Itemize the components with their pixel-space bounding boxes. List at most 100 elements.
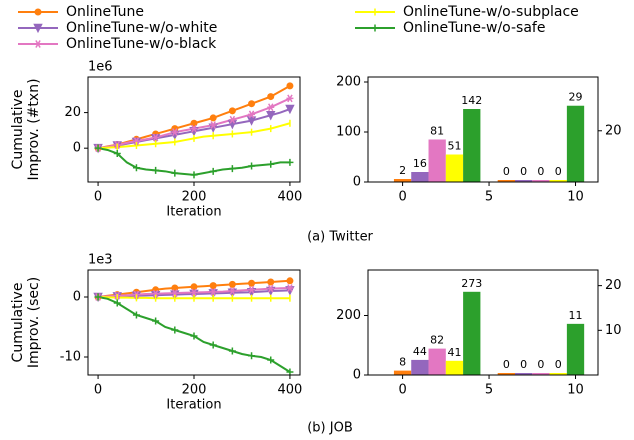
y-tick-label: -10 bbox=[60, 350, 81, 365]
bar-value-label: 0 bbox=[503, 358, 510, 371]
bar bbox=[532, 180, 550, 182]
bar bbox=[411, 359, 429, 375]
y2-tick-label: 10 bbox=[605, 323, 622, 338]
legend-label: OnlineTune-w/o-white bbox=[66, 20, 217, 36]
bar-value-label: 0 bbox=[520, 165, 527, 178]
bar bbox=[514, 373, 533, 375]
marker bbox=[248, 162, 256, 170]
marker bbox=[266, 111, 276, 121]
bar bbox=[566, 323, 585, 375]
bar-value-label: 0 bbox=[520, 358, 527, 371]
marker bbox=[152, 166, 160, 174]
legend-label: OnlineTune bbox=[66, 4, 144, 20]
marker bbox=[248, 110, 256, 119]
x-tick-label: 400 bbox=[278, 383, 303, 398]
bar bbox=[463, 291, 481, 375]
bar bbox=[497, 180, 515, 182]
y-tick-label: 20 bbox=[64, 105, 81, 120]
bar-value-label: 142 bbox=[461, 94, 482, 107]
bar bbox=[393, 370, 412, 375]
x-axis-label: Iteration bbox=[166, 205, 221, 220]
x-tick-label: 200 bbox=[182, 190, 207, 205]
bar-value-label: 11 bbox=[569, 309, 583, 322]
bar bbox=[532, 373, 550, 375]
bar-value-label: 0 bbox=[537, 165, 544, 178]
marker bbox=[209, 167, 217, 175]
marker bbox=[94, 144, 102, 152]
bar bbox=[549, 373, 567, 375]
bar bbox=[393, 179, 412, 182]
x-tick-label: 5 bbox=[485, 383, 493, 398]
marker bbox=[228, 280, 236, 288]
x-tick-label: 0 bbox=[94, 383, 102, 398]
bar bbox=[411, 172, 429, 182]
marker bbox=[248, 100, 256, 108]
y2-tick-label: 20 bbox=[605, 278, 622, 293]
marker bbox=[248, 352, 256, 360]
bar-value-label: 82 bbox=[430, 334, 444, 347]
marker bbox=[228, 107, 236, 115]
x-tick-label: 200 bbox=[182, 383, 207, 398]
x-tick-label: 10 bbox=[567, 190, 584, 205]
marker bbox=[152, 317, 160, 325]
marker bbox=[267, 356, 275, 364]
bar-value-label: 44 bbox=[413, 345, 427, 358]
plot-frame bbox=[87, 269, 301, 376]
marker bbox=[246, 116, 257, 126]
x-tick-label: 10 bbox=[567, 383, 584, 398]
marker bbox=[209, 114, 217, 122]
y-tick-label: 0 bbox=[353, 175, 361, 190]
caption: (a) Twitter bbox=[307, 230, 373, 245]
marker bbox=[190, 332, 198, 340]
bar bbox=[549, 180, 567, 182]
marker bbox=[152, 133, 160, 142]
bar-value-label: 16 bbox=[413, 157, 427, 170]
marker bbox=[286, 158, 294, 166]
y-axis-label: Improv. (sec) bbox=[26, 277, 42, 368]
x-tick-label: 0 bbox=[398, 383, 406, 398]
plot-frame bbox=[87, 76, 301, 183]
bar bbox=[497, 373, 515, 375]
y2-tick-label: 20 bbox=[605, 123, 622, 138]
marker bbox=[285, 104, 295, 115]
bar-value-label: 51 bbox=[447, 140, 461, 153]
y-axis-label: Cumulative bbox=[10, 90, 26, 170]
line bbox=[97, 147, 290, 176]
marker bbox=[171, 289, 179, 297]
marker bbox=[34, 8, 42, 16]
bar bbox=[428, 139, 446, 182]
y-tick-label: 0 bbox=[73, 141, 81, 156]
plot-area bbox=[393, 105, 585, 182]
marker bbox=[267, 93, 275, 101]
marker bbox=[228, 115, 236, 124]
plot-area bbox=[393, 291, 585, 375]
plot-frame bbox=[367, 269, 599, 376]
y-tick-label: 200 bbox=[336, 308, 361, 323]
marker bbox=[190, 288, 198, 297]
bar-value-label: 2 bbox=[399, 164, 406, 177]
marker bbox=[228, 347, 236, 355]
marker bbox=[209, 288, 217, 296]
y-axis-label: Cumulative bbox=[10, 283, 26, 363]
marker bbox=[228, 287, 236, 295]
x-tick-label: 0 bbox=[398, 190, 406, 205]
legend-label: OnlineTune-w/o-safe bbox=[403, 20, 545, 36]
bar-value-label: 0 bbox=[503, 165, 510, 178]
marker bbox=[267, 278, 275, 286]
bar bbox=[463, 109, 481, 182]
bar-value-label: 41 bbox=[447, 346, 461, 359]
y-tick-label: 0 bbox=[353, 368, 361, 383]
x-axis-label: Iteration bbox=[166, 398, 221, 413]
bar bbox=[445, 154, 464, 182]
x-tick-label: 5 bbox=[485, 190, 493, 205]
bar bbox=[445, 360, 464, 375]
y-axis-label: Improv. (#txn) bbox=[26, 78, 42, 180]
marker bbox=[113, 299, 121, 307]
marker bbox=[286, 94, 294, 103]
marker bbox=[267, 103, 275, 112]
marker bbox=[209, 341, 217, 349]
legend-label: OnlineTune-w/o-subplace bbox=[403, 4, 579, 20]
marker bbox=[152, 289, 160, 298]
bar bbox=[566, 105, 585, 182]
x-tick-label: 0 bbox=[94, 190, 102, 205]
